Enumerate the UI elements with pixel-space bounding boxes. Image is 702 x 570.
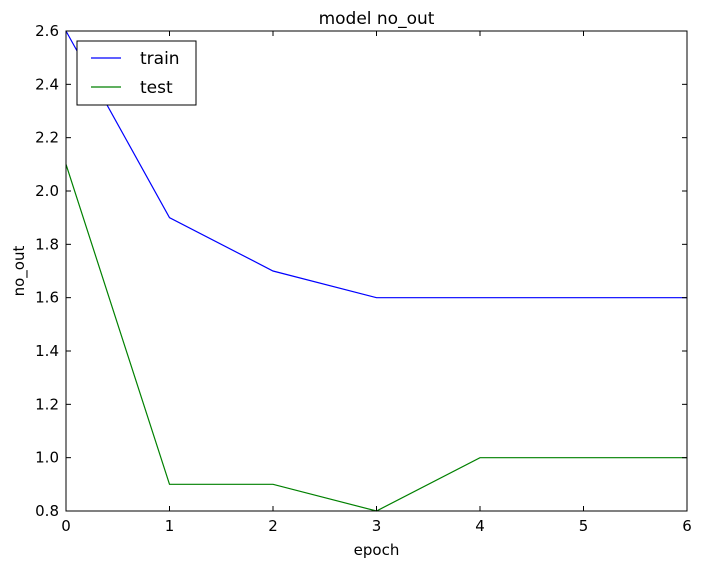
y-axis-title: no_out [10, 246, 29, 297]
legend-label-train: train [140, 49, 180, 69]
y-tick-label: 2.2 [35, 129, 59, 147]
series-line-train [65, 30, 687, 299]
y-tick-label: 2.0 [35, 182, 59, 200]
legend-label-test: test [140, 78, 173, 98]
x-tick-label: 5 [579, 517, 589, 535]
x-tick-label: 4 [475, 517, 485, 535]
legend: train test [76, 40, 197, 106]
y-tick-label: 1.6 [35, 289, 59, 307]
x-tick-label: 2 [268, 517, 278, 535]
chart-title: model no_out [319, 9, 435, 29]
series-line-test [65, 164, 687, 512]
x-tick-label: 0 [61, 517, 71, 535]
x-tick-label: 6 [682, 517, 692, 535]
plot-frame [65, 30, 688, 512]
y-tick-label: 2.4 [35, 75, 59, 93]
legend-box [76, 40, 197, 106]
x-tick-label: 1 [165, 517, 175, 535]
y-tick-label: 1.4 [35, 342, 59, 360]
y-tick-label: 1.2 [35, 395, 59, 413]
y-tick-label: 2.6 [35, 22, 59, 40]
y-tick-label: 1.8 [35, 235, 59, 253]
x-axis-title: epoch [354, 541, 400, 559]
ticks-layer: 0 1 2 3 4 5 6 0.8 1.0 1.2 1.4 1.6 1.8 2.0 2.2 2.4 2.6 [35, 22, 692, 535]
y-tick-label: 0.8 [35, 502, 59, 520]
y-tick-label: 1.0 [35, 449, 59, 467]
x-tick-label: 3 [372, 517, 382, 535]
